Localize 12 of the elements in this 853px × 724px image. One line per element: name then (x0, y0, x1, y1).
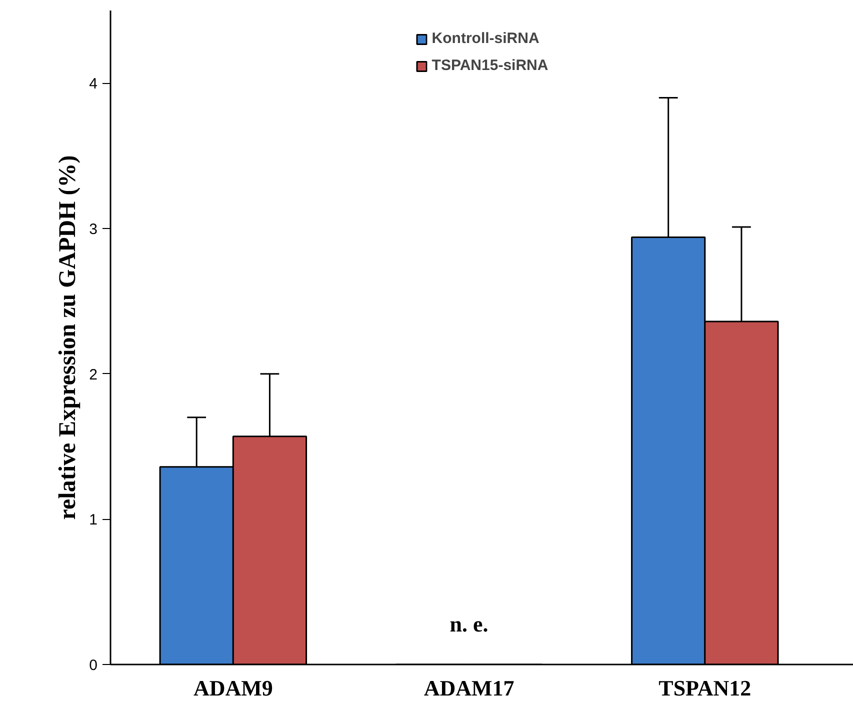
legend-label: TSPAN15-siRNA (432, 57, 548, 74)
y-tick-label: 0 (89, 657, 98, 674)
x-tick-label: ADAM17 (424, 676, 514, 700)
legend-label: Kontroll-siRNA (432, 30, 540, 47)
y-tick-label: 1 (89, 512, 98, 529)
y-tick-label: 3 (89, 221, 98, 238)
y-tick-label: 2 (89, 366, 98, 384)
x-tick-label: TSPAN12 (658, 676, 752, 700)
x-tick-label: ADAM9 (193, 676, 273, 700)
y-axis-title: relative Expression zu GAPDH (%) (55, 155, 82, 520)
annotation: n. e. (450, 612, 488, 636)
y-tick-label: 4 (89, 76, 98, 93)
